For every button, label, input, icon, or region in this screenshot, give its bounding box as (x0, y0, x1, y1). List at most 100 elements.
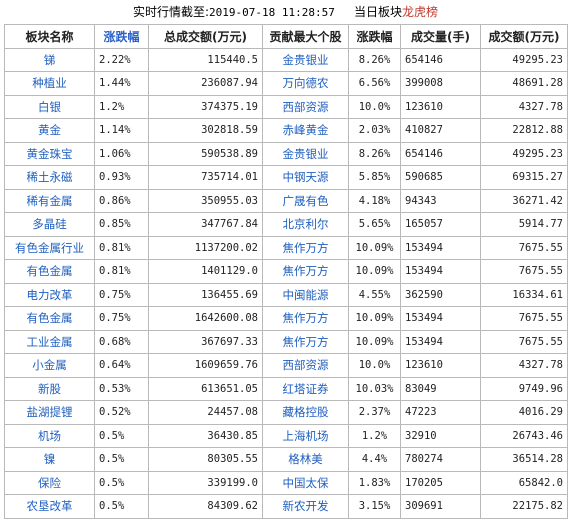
turnover: 36514.28 (480, 447, 568, 472)
total-turnover: 136455.69 (148, 282, 263, 307)
table-row: 白银 1.2% 374375.19 西部资源 10.0% 123610 4327.78 (4, 94, 568, 119)
volume: 153494 (400, 329, 481, 354)
page-title: 实时行情截至:2019-07-18 11:28:57 当日板块龙虎榜 (0, 0, 571, 24)
sector-change: 0.5% (94, 423, 149, 448)
top-stock-link[interactable]: 焦作万方 (262, 306, 349, 331)
top-stock-link[interactable]: 北京利尔 (262, 212, 349, 237)
sector-name-link[interactable]: 黄金珠宝 (4, 141, 95, 166)
table-row: 工业金属 0.68% 367697.33 焦作万方 10.09% 153494 7675.5… (4, 329, 568, 354)
sector-name-link[interactable]: 小金属 (4, 353, 95, 378)
top-stock-link[interactable]: 中国太保 (262, 470, 349, 495)
top-stock-link[interactable]: 金贵银业 (262, 141, 349, 166)
volume: 153494 (400, 306, 481, 331)
top-stock-link[interactable]: 焦作万方 (262, 259, 349, 284)
turnover: 4327.78 (480, 94, 568, 119)
table-row: 农垦改革 0.5% 84309.62 新农开发 3.15% 309691 22175.82 (4, 494, 568, 519)
top-stock-link[interactable]: 焦作万方 (262, 329, 349, 354)
stock-change: 2.03% (348, 118, 401, 143)
volume: 410827 (400, 118, 481, 143)
table-row: 有色金属 0.75% 1642600.08 焦作万方 10.09% 153494 7675.… (4, 306, 568, 331)
table-row: 保险 0.5% 339199.0 中国太保 1.83% 170205 65842.0 (4, 470, 568, 495)
top-stock-link[interactable]: 中钢天源 (262, 165, 349, 190)
table-row: 黄金珠宝 1.06% 590538.89 金贵银业 8.26% 654146 49295.2… (4, 141, 568, 166)
sector-name-link[interactable]: 多晶硅 (4, 212, 95, 237)
turnover: 22175.82 (480, 494, 568, 519)
sector-table: 板块名称 涨跌幅 总成交额(万元) 贡献最大个股 涨跌幅 成交量(手) 成交额(… (4, 24, 568, 519)
top-stock-link[interactable]: 赤峰黄金 (262, 118, 349, 143)
sector-change: 1.44% (94, 71, 149, 96)
sector-name-link[interactable]: 机场 (4, 423, 95, 448)
top-stock-link[interactable]: 广晟有色 (262, 188, 349, 213)
volume: 362590 (400, 282, 481, 307)
sector-name-link[interactable]: 电力改革 (4, 282, 95, 307)
sector-change: 0.81% (94, 235, 149, 260)
table-row: 有色金属 0.81% 1401129.0 焦作万方 10.09% 153494 7675.5… (4, 259, 568, 284)
table-row: 有色金属行业 0.81% 1137200.02 焦作万方 10.09% 153494 767… (4, 235, 568, 260)
sector-name-link[interactable]: 种植业 (4, 71, 95, 96)
sector-change: 0.86% (94, 188, 149, 213)
sector-name-link[interactable]: 锑 (4, 47, 95, 72)
stock-change: 10.09% (348, 306, 401, 331)
stock-change: 5.85% (348, 165, 401, 190)
sector-name-link[interactable]: 稀土永磁 (4, 165, 95, 190)
sector-name-link[interactable]: 有色金属行业 (4, 235, 95, 260)
sector-change: 0.68% (94, 329, 149, 354)
sector-name-link[interactable]: 工业金属 (4, 329, 95, 354)
sector-name-link[interactable]: 盐湖提锂 (4, 400, 95, 425)
sector-name-link[interactable]: 镍 (4, 447, 95, 472)
table-body: 锑 2.22% 115440.5 金贵银业 8.26% 654146 49295.23 种植业… (4, 47, 568, 519)
sector-name-link[interactable]: 白银 (4, 94, 95, 119)
stock-change: 5.65% (348, 212, 401, 237)
volume: 83049 (400, 376, 481, 401)
stock-change: 10.03% (348, 376, 401, 401)
top-stock-link[interactable]: 上海机场 (262, 423, 349, 448)
stock-change: 10.09% (348, 259, 401, 284)
top-stock-link[interactable]: 红塔证券 (262, 376, 349, 401)
turnover: 7675.55 (480, 235, 568, 260)
turnover: 4016.29 (480, 400, 568, 425)
turnover: 7675.55 (480, 259, 568, 284)
top-stock-link[interactable]: 藏格控股 (262, 400, 349, 425)
top-stock-link[interactable]: 新农开发 (262, 494, 349, 519)
header-sector-name: 板块名称 (4, 24, 95, 49)
volume: 654146 (400, 141, 481, 166)
sector-name-link[interactable]: 有色金属 (4, 259, 95, 284)
top-stock-link[interactable]: 西部资源 (262, 94, 349, 119)
top-stock-link[interactable]: 中闽能源 (262, 282, 349, 307)
sector-change: 1.2% (94, 94, 149, 119)
top-stock-link[interactable]: 焦作万方 (262, 235, 349, 260)
title-highlight: 龙虎榜 (401, 5, 438, 19)
total-turnover: 590538.89 (148, 141, 263, 166)
turnover: 36271.42 (480, 188, 568, 213)
volume: 32910 (400, 423, 481, 448)
total-turnover: 735714.01 (148, 165, 263, 190)
total-turnover: 236087.94 (148, 71, 263, 96)
header-sector-change: 涨跌幅 (94, 24, 149, 49)
top-stock-link[interactable]: 万向德农 (262, 71, 349, 96)
total-turnover: 350955.03 (148, 188, 263, 213)
total-turnover: 302818.59 (148, 118, 263, 143)
stock-change: 3.15% (348, 494, 401, 519)
volume: 94343 (400, 188, 481, 213)
sector-change: 2.22% (94, 47, 149, 72)
volume: 123610 (400, 353, 481, 378)
top-stock-link[interactable]: 金贵银业 (262, 47, 349, 72)
stock-change: 10.09% (348, 235, 401, 260)
sector-name-link[interactable]: 新股 (4, 376, 95, 401)
sector-name-link[interactable]: 黄金 (4, 118, 95, 143)
table-row: 盐湖提锂 0.52% 24457.08 藏格控股 2.37% 47223 4016.29 (4, 400, 568, 425)
sector-name-link[interactable]: 农垦改革 (4, 494, 95, 519)
top-stock-link[interactable]: 格林美 (262, 447, 349, 472)
sector-name-link[interactable]: 稀有金属 (4, 188, 95, 213)
stock-change: 10.0% (348, 353, 401, 378)
turnover: 7675.55 (480, 306, 568, 331)
table-row: 多晶硅 0.85% 347767.84 北京利尔 5.65% 165057 5914.77 (4, 212, 568, 237)
top-stock-link[interactable]: 西部资源 (262, 353, 349, 378)
total-turnover: 1137200.02 (148, 235, 263, 260)
volume: 165057 (400, 212, 481, 237)
sector-name-link[interactable]: 保险 (4, 470, 95, 495)
sector-name-link[interactable]: 有色金属 (4, 306, 95, 331)
sector-change: 0.93% (94, 165, 149, 190)
turnover: 5914.77 (480, 212, 568, 237)
stock-change: 10.09% (348, 329, 401, 354)
